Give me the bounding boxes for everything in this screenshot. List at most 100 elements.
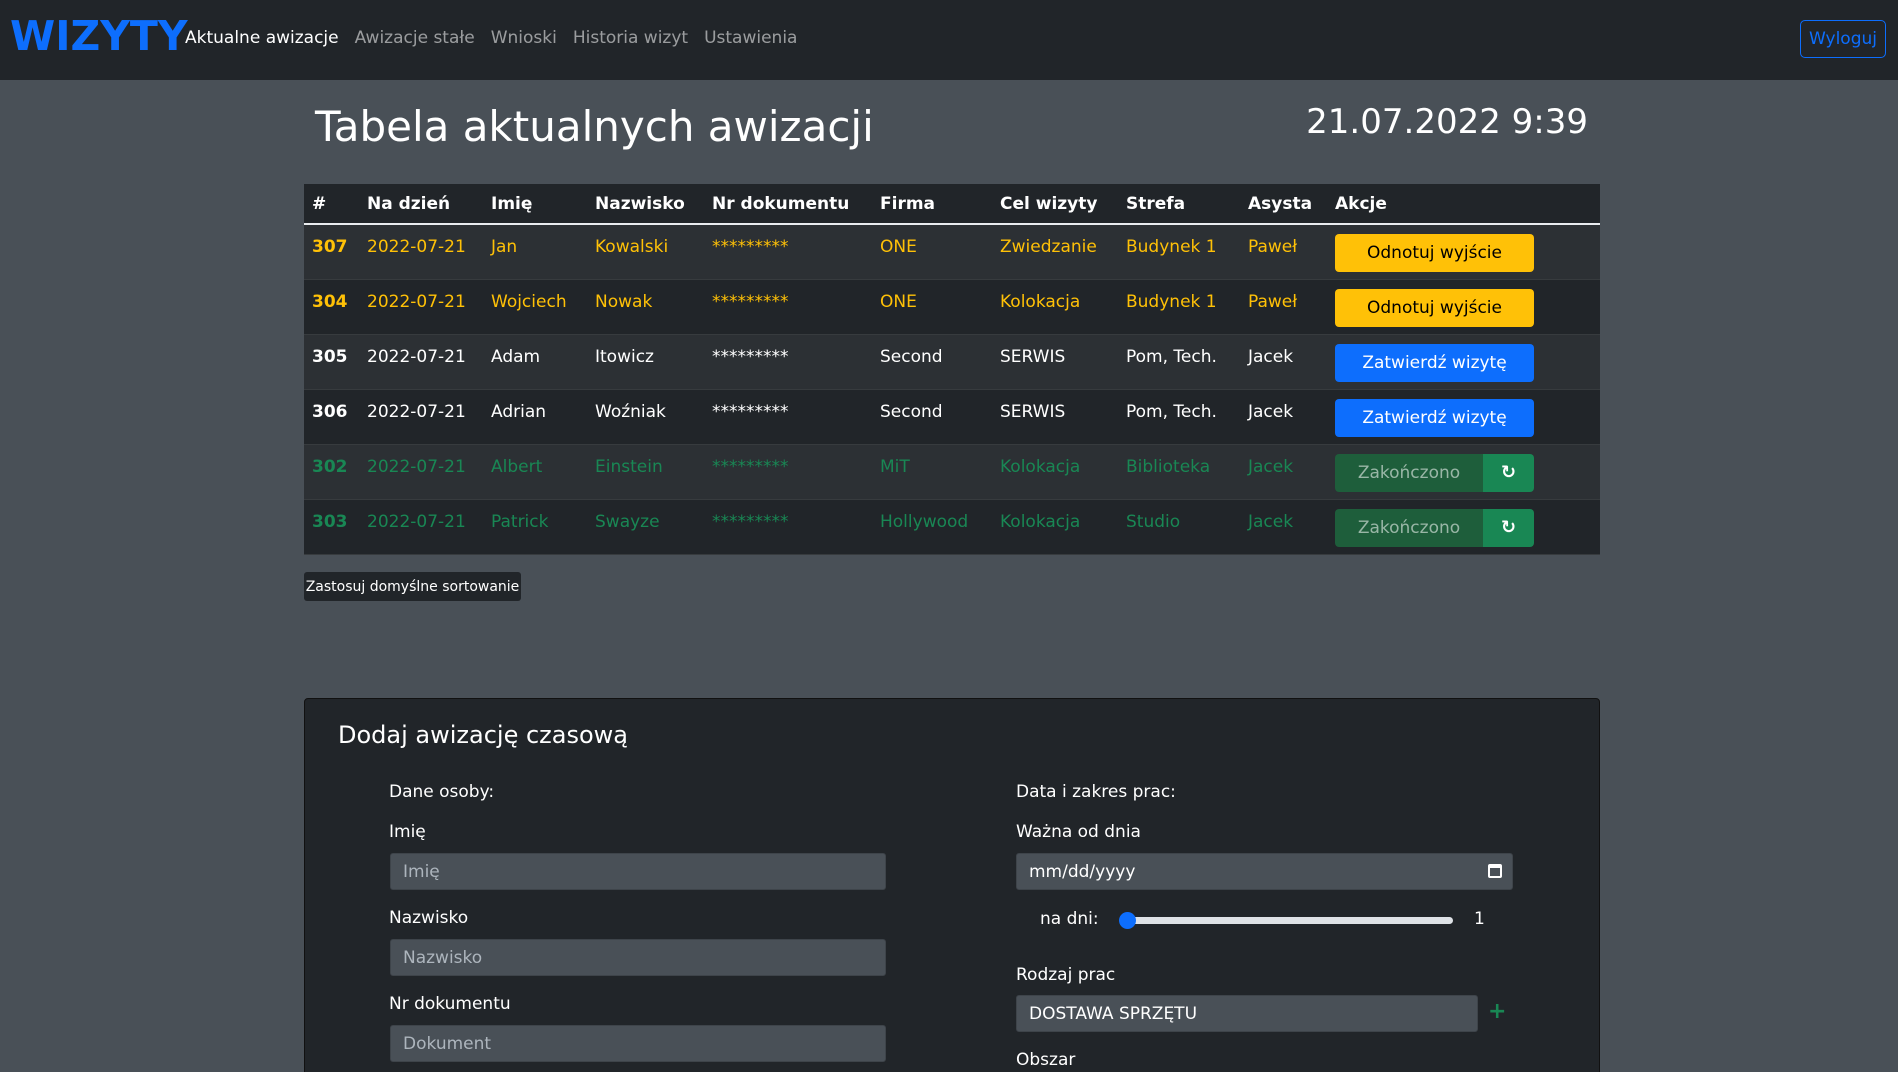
refresh-icon[interactable]: ↻ bbox=[1483, 453, 1534, 492]
add-work-type-icon[interactable]: + bbox=[1488, 999, 1507, 1024]
last-name-label: Nazwisko bbox=[389, 908, 469, 928]
valid-from-date-input[interactable]: mm/dd/yyyy bbox=[1016, 853, 1513, 890]
cell-company: ONE bbox=[880, 237, 917, 257]
default-sort-button[interactable]: Zastosuj domyślne sortowanie bbox=[304, 572, 521, 601]
header-id[interactable]: # bbox=[312, 193, 327, 214]
cell-document: ********* bbox=[712, 456, 789, 477]
page-title: Tabela aktualnych awizacji bbox=[315, 102, 874, 151]
cell-last-name: Kowalski bbox=[595, 237, 669, 257]
header-first-name[interactable]: Imię bbox=[491, 193, 533, 214]
header-document[interactable]: Nr dokumentu bbox=[712, 193, 850, 214]
confirm-visit-button[interactable]: Zatwierdź wizytę bbox=[1335, 398, 1534, 437]
cell-id: 303 bbox=[312, 511, 348, 532]
nav-item-requests[interactable]: Wnioski bbox=[490, 28, 557, 48]
cell-zone: Budynek 1 bbox=[1126, 291, 1217, 312]
work-section-label: Data i zakres prac: bbox=[1016, 782, 1176, 802]
first-name-input[interactable]: Imię bbox=[390, 853, 886, 890]
cell-zone: Pom, Tech. bbox=[1126, 401, 1217, 422]
cell-assist: Paweł bbox=[1248, 291, 1298, 312]
nav-item-settings[interactable]: Ustawienia bbox=[704, 28, 798, 48]
work-type-label: Rodzaj prac bbox=[1016, 965, 1116, 985]
days-slider-handle[interactable] bbox=[1119, 912, 1136, 929]
date-value: mm/dd/yyyy bbox=[1029, 861, 1136, 882]
cell-id: 305 bbox=[312, 346, 348, 367]
record-exit-button[interactable]: Odnotuj wyjście bbox=[1335, 288, 1534, 327]
work-type-select[interactable]: DOSTAWA SPRZĘTU bbox=[1016, 995, 1478, 1032]
nav-item-current[interactable]: Aktualne awizacje bbox=[185, 28, 339, 48]
valid-from-label: Ważna od dnia bbox=[1016, 822, 1141, 842]
cell-actions: Zatwierdź wizytę bbox=[1327, 334, 1600, 389]
cell-date: 2022-07-21 bbox=[367, 511, 466, 532]
cell-first-name: Adrian bbox=[491, 401, 547, 422]
nav-item-history[interactable]: Historia wizyt bbox=[572, 28, 689, 48]
navbar: WIZYTY Aktualne awizacje Awizacje stałe … bbox=[0, 0, 1898, 80]
done-button: Zakończono bbox=[1335, 508, 1483, 547]
table-row: 302 2022-07-21 Albert Einstein *********… bbox=[304, 444, 1600, 499]
cell-first-name: Adam bbox=[491, 346, 541, 367]
confirm-visit-button[interactable]: Zatwierdź wizytę bbox=[1335, 343, 1534, 382]
cell-purpose: Kolokacja bbox=[1000, 291, 1081, 312]
nav-links: Aktualne awizacje Awizacje stałe Wnioski… bbox=[185, 28, 813, 48]
brand-logo[interactable]: WIZYTY bbox=[10, 12, 188, 60]
card-title: Dodaj awizację czasową bbox=[338, 721, 628, 749]
cell-company: Hollywood bbox=[880, 511, 969, 532]
table-row: 307 2022-07-21 Jan Kowalski ********* ON… bbox=[304, 224, 1600, 279]
clock: 21.07.2022 9:39 bbox=[1306, 102, 1588, 142]
header-actions: Akcje bbox=[1335, 193, 1387, 214]
cell-assist: Jacek bbox=[1248, 346, 1294, 367]
cell-document: ********* bbox=[712, 346, 789, 367]
refresh-icon[interactable]: ↻ bbox=[1483, 508, 1534, 547]
cell-date: 2022-07-21 bbox=[367, 346, 466, 367]
document-input[interactable]: Dokument bbox=[390, 1025, 886, 1062]
header-date[interactable]: Na dzień bbox=[367, 193, 451, 214]
days-label: na dni: bbox=[1040, 909, 1099, 929]
cell-company: Second bbox=[880, 401, 943, 422]
cell-last-name: Swayze bbox=[595, 511, 660, 532]
days-slider[interactable] bbox=[1125, 917, 1453, 924]
cell-company: MiT bbox=[880, 456, 910, 477]
last-name-input[interactable]: Nazwisko bbox=[390, 939, 886, 976]
header-last-name[interactable]: Nazwisko bbox=[595, 193, 685, 214]
cell-document: ********* bbox=[712, 511, 789, 532]
done-button: Zakończono bbox=[1335, 453, 1483, 492]
cell-date: 2022-07-21 bbox=[367, 456, 466, 477]
document-label: Nr dokumentu bbox=[389, 994, 511, 1014]
header-zone[interactable]: Strefa bbox=[1126, 193, 1186, 214]
table-row: 305 2022-07-21 Adam Itowicz ********* Se… bbox=[304, 334, 1600, 389]
calendar-icon[interactable] bbox=[1488, 864, 1502, 878]
cell-zone: Biblioteka bbox=[1126, 456, 1211, 477]
cell-document: ********* bbox=[712, 401, 789, 422]
logout-button[interactable]: Wyloguj bbox=[1800, 20, 1886, 58]
nav-item-permanent[interactable]: Awizacje stałe bbox=[354, 28, 475, 48]
visits-table: # Na dzień Imię Nazwisko Nr dokumentu Fi… bbox=[304, 184, 1600, 555]
first-name-label: Imię bbox=[389, 822, 426, 842]
cell-actions: Zakończono ↻ bbox=[1327, 444, 1600, 499]
cell-date: 2022-07-21 bbox=[367, 401, 466, 422]
cell-date: 2022-07-21 bbox=[367, 291, 466, 312]
cell-first-name: Jan bbox=[491, 237, 518, 257]
cell-first-name: Albert bbox=[491, 456, 543, 477]
days-value: 1 bbox=[1474, 909, 1485, 929]
table-header-row: # Na dzień Imię Nazwisko Nr dokumentu Fi… bbox=[304, 184, 1600, 224]
header-assist[interactable]: Asysta bbox=[1248, 193, 1313, 214]
cell-last-name: Nowak bbox=[595, 291, 653, 312]
record-exit-button[interactable]: Odnotuj wyjście bbox=[1335, 234, 1534, 272]
cell-zone: Pom, Tech. bbox=[1126, 346, 1217, 367]
cell-zone: Studio bbox=[1126, 511, 1181, 532]
table-row: 306 2022-07-21 Adrian Woźniak ********* … bbox=[304, 389, 1600, 444]
cell-assist: Jacek bbox=[1248, 456, 1294, 477]
cell-actions: Zatwierdź wizytę bbox=[1327, 389, 1600, 444]
header-purpose[interactable]: Cel wizyty bbox=[1000, 193, 1098, 214]
table-row: 304 2022-07-21 Wojciech Nowak ********* … bbox=[304, 279, 1600, 334]
cell-assist: Paweł bbox=[1248, 237, 1298, 257]
header-company[interactable]: Firma bbox=[880, 193, 936, 214]
cell-id: 306 bbox=[312, 401, 348, 422]
cell-actions: Odnotuj wyjście bbox=[1327, 224, 1600, 279]
cell-actions: Zakończono ↻ bbox=[1327, 499, 1600, 554]
cell-date: 2022-07-21 bbox=[367, 237, 466, 257]
cell-purpose: SERWIS bbox=[1000, 401, 1066, 422]
cell-assist: Jacek bbox=[1248, 511, 1294, 532]
table-row: 303 2022-07-21 Patrick Swayze ********* … bbox=[304, 499, 1600, 554]
cell-id: 304 bbox=[312, 291, 348, 312]
cell-purpose: SERWIS bbox=[1000, 346, 1066, 367]
